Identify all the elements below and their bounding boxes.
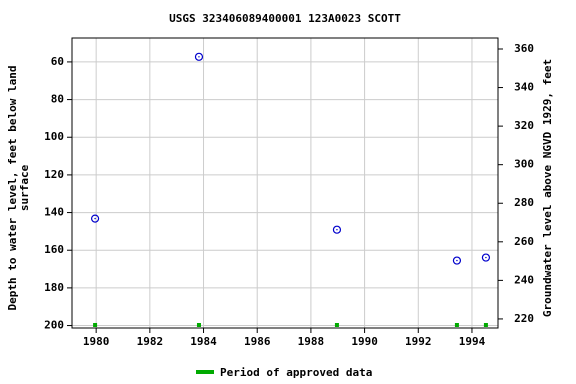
data-point [332,225,342,234]
x-tick-label: 1990 [351,335,378,348]
x-tick-label: 1986 [244,335,271,348]
y2-tick-label: 260 [514,235,534,248]
y-axis-label: surface [18,164,31,211]
plot-frame [71,37,499,329]
data-point-center [456,259,458,262]
y2-axis-label: Groundwater level above NGVD 1929, feet [541,59,554,317]
data-point [452,256,462,265]
x-tick-label: 1982 [137,335,164,348]
y-tick-label: 200 [44,319,64,332]
approved-marker [483,323,488,327]
y-tick-label: 160 [44,243,64,256]
y2-tick-label: 320 [514,119,534,132]
data-point [90,214,100,223]
approved-marker [454,323,459,327]
y-tick-label: 120 [44,168,64,181]
y-tick-label: 180 [44,281,64,294]
x-tick-label: 1994 [459,335,486,348]
x-tick-label: 1992 [405,335,432,348]
data-point [194,52,204,61]
x-tick-label: 1980 [83,335,110,348]
y2-tick-label: 340 [514,81,534,94]
y2-tick-label: 360 [514,42,534,55]
y-tick-label: 100 [44,130,64,143]
data-point-center [198,56,200,58]
y-tick-label: 60 [51,55,64,68]
data-point-center [94,217,96,220]
y-tick-label: 140 [44,206,64,219]
y-tick-label: 80 [51,93,64,106]
y-axis-label: Depth to water level, feet below land [6,65,19,310]
data-point-center [485,256,487,259]
y2-tick-label: 220 [514,312,534,325]
y2-tick-label: 300 [514,158,534,171]
y2-tick-label: 240 [514,273,534,286]
approved-marker [334,323,339,327]
data-point [481,253,491,262]
chart-title: USGS 323406089400001 123A0023 SCOTT [169,12,401,25]
y2-tick-label: 280 [514,196,534,209]
approved-marker [196,323,201,327]
legend-label: Period of approved data [220,366,372,379]
data-point-center [336,229,338,231]
approved-marker [93,323,98,327]
x-tick-label: 1984 [190,335,217,348]
x-tick-label: 1988 [298,335,325,348]
